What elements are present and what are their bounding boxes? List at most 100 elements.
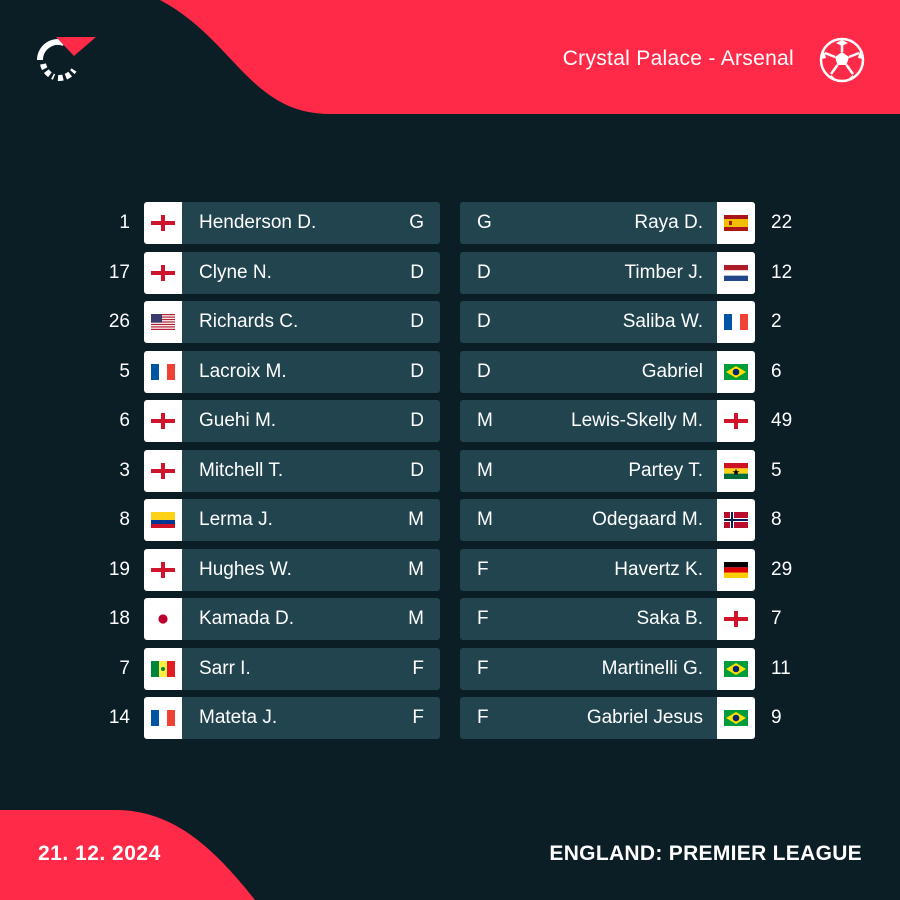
- player-name: Clyne N.: [199, 261, 272, 283]
- shirt-number: 12: [771, 261, 793, 283]
- player-name: Henderson D.: [199, 212, 317, 233]
- player-position: D: [410, 311, 424, 332]
- player-bar: Gabriel D: [460, 350, 717, 393]
- home-player-row: 17 Clyne N. D: [100, 251, 440, 294]
- flag-container: [717, 400, 755, 442]
- player-bar: Henderson D. G: [182, 202, 440, 244]
- shirt-number: 29: [771, 558, 793, 580]
- france-flag-icon: [724, 314, 748, 330]
- player-name: Raya D.: [634, 212, 703, 233]
- shirt-number: 19: [108, 558, 130, 580]
- player-position: F: [477, 707, 489, 728]
- flag-container: [144, 251, 182, 294]
- flag-container: [144, 400, 182, 442]
- player-name: Hughes W.: [199, 558, 292, 580]
- player-name: Odegaard M.: [592, 509, 703, 530]
- home-player-row: 3 Mitchell T. D: [100, 449, 440, 492]
- flag-container: [144, 449, 182, 492]
- flag-container: [717, 647, 755, 690]
- player-position: D: [410, 360, 424, 382]
- england-flag-icon: [151, 462, 175, 479]
- player-bar: Lewis-Skelly M. M: [460, 400, 717, 442]
- player-bar: Hughes W. M: [182, 548, 440, 591]
- flag-container: [144, 697, 182, 739]
- player-position: F: [477, 657, 489, 679]
- player-position: D: [477, 311, 491, 332]
- flag-container: [717, 598, 755, 640]
- home-player-row: 26 Richards C. D: [100, 301, 440, 343]
- player-name: Partey T.: [628, 459, 703, 481]
- player-name: Lacroix M.: [199, 360, 287, 382]
- shirt-number: 5: [771, 459, 782, 481]
- home-player-row: 8 Lerma J. M: [100, 499, 440, 541]
- england-flag-icon: [151, 413, 175, 429]
- player-name: Gabriel: [641, 360, 703, 382]
- shirt-number: 26: [108, 311, 130, 332]
- england-flag-icon: [151, 561, 175, 578]
- player-position: F: [477, 558, 489, 580]
- shirt-number: 5: [119, 360, 130, 382]
- player-position: M: [477, 509, 493, 530]
- player-position: D: [477, 261, 491, 283]
- colombia-flag-icon: [151, 512, 175, 528]
- shirt-number: 11: [771, 657, 791, 679]
- brazil-flag-icon: [724, 363, 748, 380]
- flag-container: [144, 499, 182, 541]
- home-player-row: 19 Hughes W. M: [100, 548, 440, 591]
- shirt-number: 1: [119, 212, 130, 233]
- flag-container: [717, 548, 755, 591]
- away-player-row: 7 Saka B. F: [460, 598, 800, 640]
- player-bar: Lerma J. M: [182, 499, 440, 541]
- player-name: Sarr I.: [199, 657, 251, 679]
- away-player-row: 49 Lewis-Skelly M. M: [460, 400, 800, 442]
- brazil-flag-icon: [724, 660, 748, 677]
- shirt-number: 8: [771, 509, 782, 530]
- flag-container: [717, 697, 755, 739]
- player-bar: Havertz K. F: [460, 548, 717, 591]
- player-bar: Gabriel Jesus F: [460, 697, 717, 739]
- shirt-number: 49: [771, 410, 793, 431]
- player-bar: Mateta J. F: [182, 697, 440, 739]
- england-flag-icon: [151, 215, 175, 231]
- spain-flag-icon: [724, 215, 748, 231]
- player-position: D: [410, 410, 424, 431]
- germany-flag-icon: [724, 561, 748, 578]
- player-bar: Mitchell T. D: [182, 449, 440, 492]
- player-name: Mitchell T.: [199, 459, 284, 481]
- player-bar: Timber J. D: [460, 251, 717, 294]
- flag-container: [144, 598, 182, 640]
- player-position: M: [477, 459, 493, 481]
- shirt-number: 3: [119, 459, 130, 481]
- player-position: F: [412, 707, 424, 728]
- player-bar: Saliba W. D: [460, 301, 717, 343]
- away-player-row: 22 Raya D. G: [460, 202, 800, 244]
- player-bar: Odegaard M. M: [460, 499, 717, 541]
- match-title: Crystal Palace - Arsenal: [562, 47, 794, 70]
- player-name: Richards C.: [199, 311, 299, 332]
- player-position: M: [408, 558, 424, 580]
- player-name: Havertz K.: [614, 558, 703, 580]
- away-player-row: 29 Havertz K. F: [460, 548, 800, 591]
- player-position: M: [408, 608, 424, 629]
- england-flag-icon: [724, 611, 748, 627]
- player-name: Mateta J.: [199, 707, 278, 728]
- shirt-number: 8: [119, 509, 130, 530]
- soccer-ball-icon: [819, 37, 865, 83]
- player-position: G: [477, 212, 492, 233]
- flag-container: [144, 202, 182, 244]
- player-bar: Partey T. M: [460, 449, 717, 492]
- player-bar: Guehi M. D: [182, 400, 440, 442]
- shirt-number: 2: [771, 311, 782, 332]
- player-bar: Raya D. G: [460, 202, 717, 244]
- shirt-number: 22: [771, 212, 793, 233]
- flag-container: [717, 251, 755, 294]
- player-name: Lewis-Skelly M.: [571, 410, 703, 431]
- shirt-number: 18: [108, 608, 130, 629]
- player-bar: Richards C. D: [182, 301, 440, 343]
- player-name: Guehi M.: [199, 410, 277, 431]
- player-bar: Martinelli G. F: [460, 647, 717, 690]
- home-player-row: 7 Sarr I. F: [100, 647, 440, 690]
- flag-container: [717, 449, 755, 492]
- france-flag-icon: [151, 363, 175, 380]
